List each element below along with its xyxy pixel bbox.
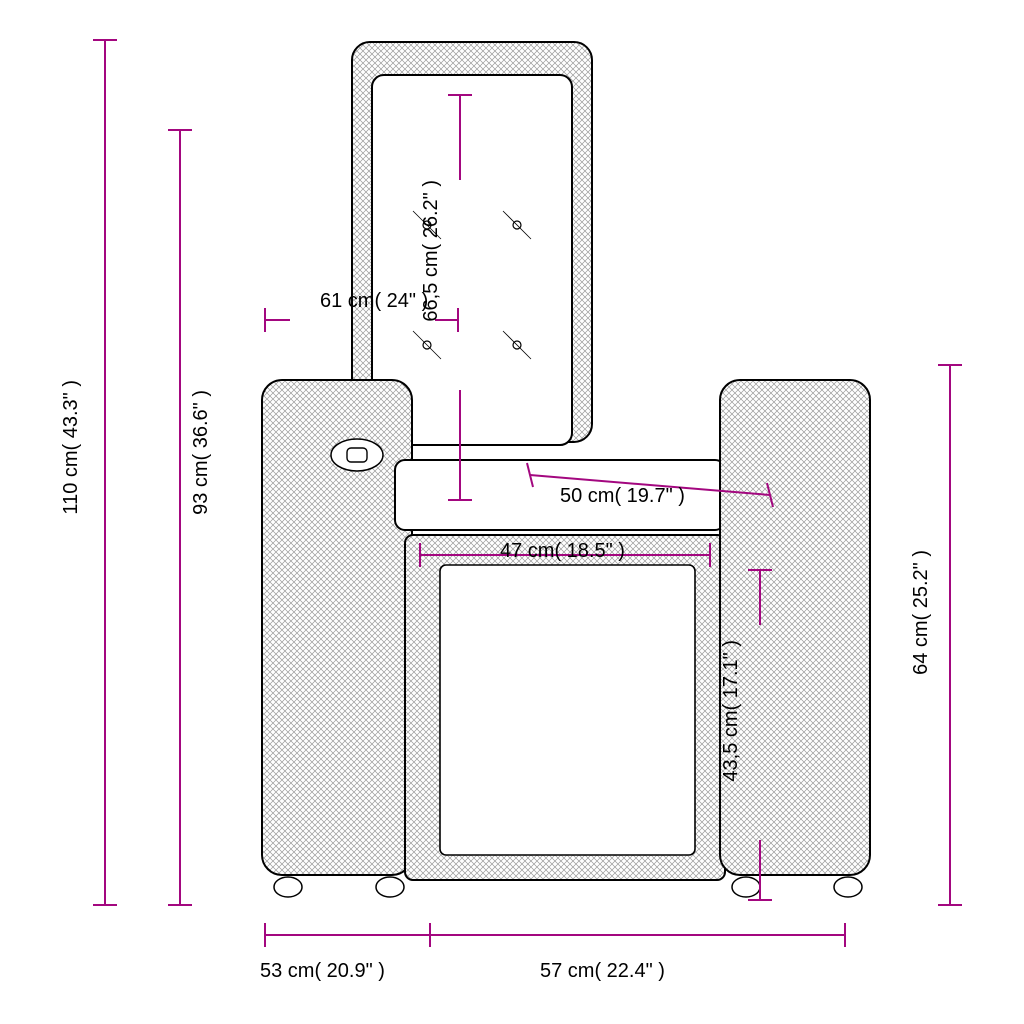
dim-seat_w: 47 cm( 18.5" ): [500, 540, 625, 563]
dim-total_w: 57 cm( 22.4" ): [540, 960, 665, 983]
dim-arm_w: 53 cm( 20.9" ): [260, 960, 385, 983]
dim-inner_h: 93 cm( 36.6" ): [190, 390, 213, 515]
dim-total_h: 110 cm( 43.3" ): [60, 380, 83, 515]
dim-arm_depth: 61 cm( 24" ): [320, 290, 428, 313]
dim-arm_h: 64 cm( 25.2" ): [910, 550, 933, 675]
dim-seat_d: 50 cm( 19.7" ): [560, 485, 685, 508]
diagram-svg: [0, 0, 1024, 1024]
dim-seat_h: 43,5 cm( 17.1" ): [720, 640, 743, 782]
